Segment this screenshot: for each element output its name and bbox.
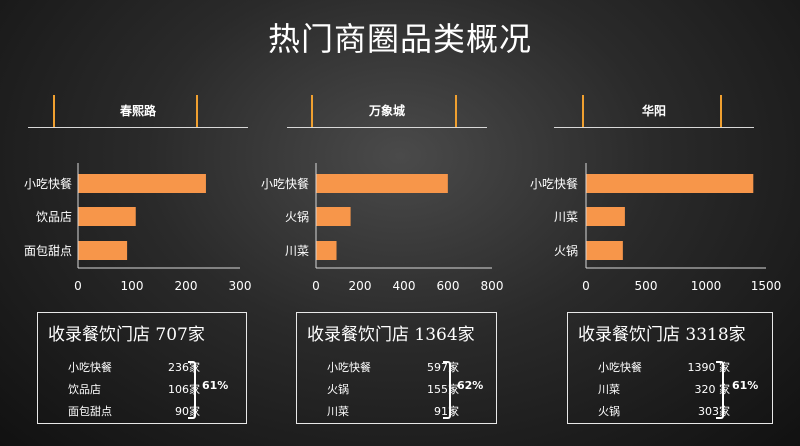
category-label: 小吃快餐 [24, 176, 72, 191]
header-bracket-tick [455, 95, 457, 127]
header-bracket-tick [53, 95, 55, 127]
panel-header: 华阳 [554, 95, 754, 128]
category-label: 小吃快餐 [261, 176, 309, 191]
summary-count: 106家 [168, 383, 200, 396]
summary-count: 597家 [427, 361, 459, 374]
category-label: 饮品店 [36, 210, 72, 224]
summary-count: 320 家 [694, 383, 731, 396]
chart-title: 春熙路 [119, 104, 156, 118]
x-tick-label: 1500 [751, 279, 782, 293]
bar [586, 241, 623, 260]
summary-category: 火锅 [598, 405, 620, 418]
bar [316, 241, 337, 260]
header-bracket-tick [196, 95, 198, 127]
x-tick-label: 1000 [691, 279, 722, 293]
summary-count: 1390 家 [687, 361, 731, 374]
x-tick-label: 600 [437, 279, 460, 293]
bar [586, 207, 625, 226]
share-percent: 61% [202, 379, 229, 392]
header-bracket-tick [582, 95, 584, 127]
x-tick-label: 800 [481, 279, 504, 293]
summary-category: 面包甜点 [68, 405, 112, 418]
header-bracket-tick [311, 95, 313, 127]
bracket-icon [443, 361, 451, 419]
x-tick-label: 200 [349, 279, 372, 293]
bracket-icon [188, 361, 196, 419]
category-label: 面包甜点 [24, 244, 72, 258]
page-title: 热门商圈品类概况 [267, 20, 532, 58]
panel-header: 春熙路 [28, 95, 248, 128]
bar [78, 241, 128, 260]
category-label: 火锅 [554, 243, 578, 258]
bar [78, 174, 206, 193]
summary-count: 155家 [427, 383, 459, 396]
share-percent: 62% [457, 379, 484, 392]
panel-header: 万象城 [287, 95, 487, 128]
summary-box: 收录餐饮门店 707家小吃快餐 236家饮品店 106家面包甜点 90家 61% [37, 312, 247, 424]
summary-count: 236家 [168, 361, 200, 374]
summary-title: 收录餐饮门店 707家 [48, 325, 205, 345]
summary-category: 川菜 [598, 383, 620, 396]
header-underline [28, 127, 248, 128]
summary-category: 小吃快餐 [327, 361, 371, 374]
x-tick-label: 500 [635, 279, 658, 293]
summary-category: 川菜 [327, 405, 349, 418]
summary-box: 收录餐饮门店 1364家小吃快餐 597家火锅 155家川菜 91家 62% [296, 312, 497, 424]
bar [316, 174, 448, 193]
chart-title: 万象城 [368, 104, 405, 118]
x-tick-label: 0 [312, 279, 320, 293]
summary-title: 收录餐饮门店 1364家 [307, 325, 475, 345]
header-underline [554, 127, 754, 128]
header-bracket-tick [720, 95, 722, 127]
x-tick-label: 300 [229, 279, 252, 293]
category-label: 川菜 [285, 244, 309, 258]
summary-category: 饮品店 [68, 383, 101, 396]
x-tick-label: 100 [121, 279, 144, 293]
category-label: 川菜 [554, 210, 578, 224]
share-percent: 61% [732, 379, 759, 392]
x-tick-label: 0 [582, 279, 590, 293]
summary-category: 小吃快餐 [68, 361, 112, 374]
summary-box: 收录餐饮门店 3318家 小吃快餐 1390 家川菜 320 家火锅 303家 61% [567, 312, 773, 424]
header-underline [287, 127, 487, 128]
x-tick-label: 400 [393, 279, 416, 293]
x-tick-label: 200 [175, 279, 198, 293]
summary-count: 90家 [175, 405, 200, 418]
category-label: 小吃快餐 [530, 176, 578, 191]
summary-category: 火锅 [327, 383, 349, 396]
bar [316, 207, 351, 226]
bar [586, 174, 754, 193]
category-label: 火锅 [285, 209, 309, 224]
summary-count: 91家 [434, 405, 459, 418]
x-tick-label: 0 [74, 279, 82, 293]
chart-title: 华阳 [641, 104, 666, 118]
bracket-icon [716, 361, 724, 419]
summary-category: 小吃快餐 [598, 361, 642, 374]
bar [78, 207, 136, 226]
summary-title: 收录餐饮门店 3318家 [578, 325, 746, 345]
